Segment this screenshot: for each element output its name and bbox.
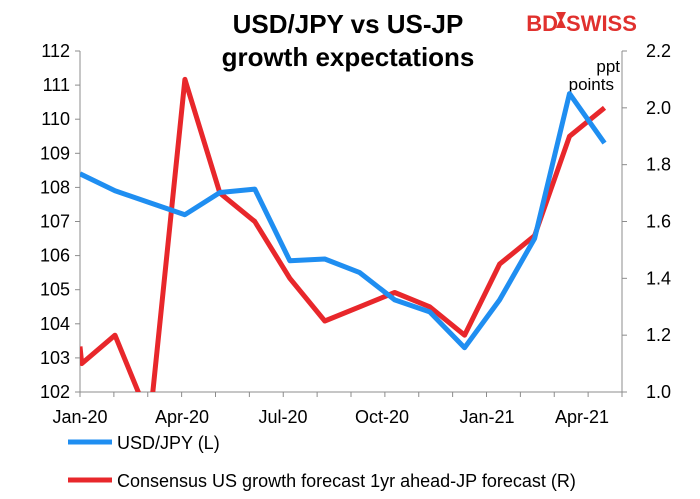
series-line-growth-spread: [80, 76, 607, 392]
legend-label-growth-spread: Consensus US growth forecast 1yr ahead-J…: [117, 471, 576, 491]
right-axis-unit-line-2: points: [569, 75, 614, 94]
chart-title-line-2: growth expectations: [222, 42, 475, 72]
left-tick-label: 112: [41, 41, 70, 61]
right-tick-label: 1.2: [646, 325, 671, 345]
brand-logo-text-right: SWISS: [566, 11, 637, 36]
left-tick-label: 107: [40, 212, 70, 232]
x-tick-label: Apr-20: [155, 407, 209, 427]
x-tick-label: Jan-21: [459, 407, 514, 427]
right-tick-label: 1.0: [646, 382, 671, 402]
x-tick-label: Jul-20: [258, 407, 307, 427]
x-tick-label: Oct-20: [355, 407, 409, 427]
brand-logo-mark: [556, 12, 566, 28]
axes: 102 103 104 105 106 107 108 109 110 111 112 1.0 1.2 1…: [40, 41, 671, 427]
left-tick-label: 103: [40, 348, 70, 368]
chart-title-line-1: USD/JPY vs US-JP: [233, 9, 464, 39]
left-tick-label: 106: [40, 246, 70, 266]
left-tick-label: 110: [41, 109, 70, 129]
right-tick-label: 2.0: [646, 98, 671, 118]
left-tick-label: 102: [40, 382, 70, 402]
brand-logo-text-left: BD: [526, 11, 558, 36]
left-tick-label: 105: [40, 280, 70, 300]
series-lines: [80, 76, 607, 392]
right-tick-label: 1.8: [646, 155, 671, 175]
left-tick-label: 109: [40, 143, 70, 163]
left-tick-label: 111: [43, 75, 70, 95]
right-axis-unit-line-1: ppt: [596, 57, 620, 76]
right-tick-label: 1.6: [646, 212, 671, 232]
series-line-usdjpy: [80, 91, 607, 351]
x-tick-label: Jan-20: [52, 407, 107, 427]
left-tick-label: 104: [40, 314, 70, 334]
left-tick-label: 108: [40, 177, 70, 197]
legend: USD/JPY (L) Consensus US growth forecast…: [68, 433, 576, 491]
brand-logo: BD SWISS: [526, 11, 637, 36]
right-tick-label: 1.4: [646, 268, 671, 288]
x-tick-label: Apr-21: [555, 407, 609, 427]
right-tick-label: 2.2: [646, 41, 671, 61]
legend-label-usdjpy: USD/JPY (L): [117, 433, 220, 453]
